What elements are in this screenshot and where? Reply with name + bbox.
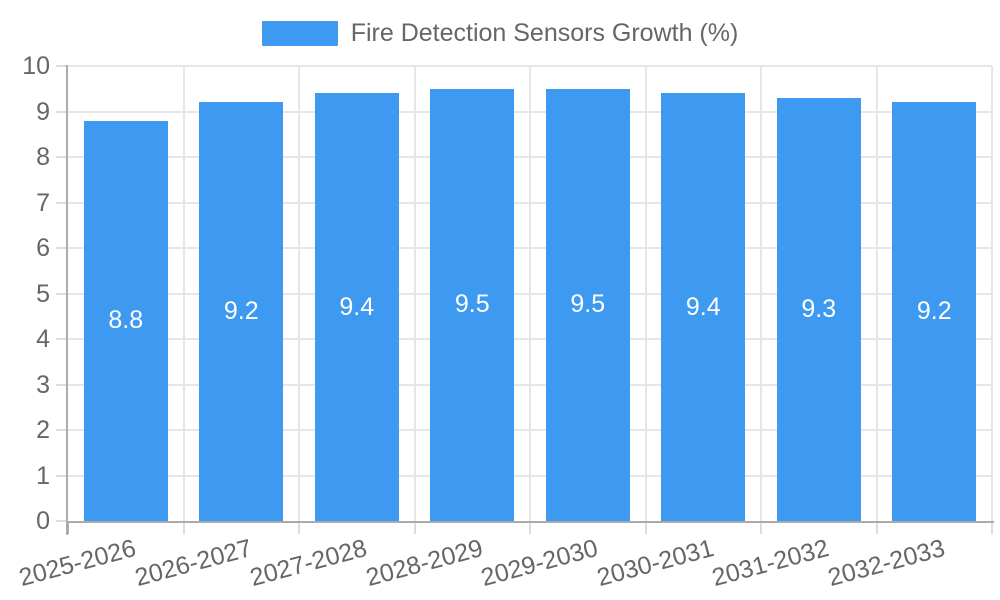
bar-value-label: 9.5 xyxy=(454,290,490,319)
x-axis-line xyxy=(66,521,994,523)
bar[interactable]: 9.4 xyxy=(661,93,746,521)
gridline-vertical xyxy=(529,66,531,521)
x-tick-mark xyxy=(67,521,69,534)
y-axis-tick-label: 7 xyxy=(36,188,50,217)
bar-value-label: 9.3 xyxy=(801,294,837,323)
y-tick-mark xyxy=(56,520,68,522)
x-tick-mark xyxy=(875,521,878,534)
y-tick-mark xyxy=(56,338,68,340)
y-axis-tick-label: 2 xyxy=(36,416,50,444)
bar[interactable]: 9.3 xyxy=(776,97,861,521)
gridline-vertical xyxy=(875,66,878,521)
y-axis-tick-label: 5 xyxy=(36,279,50,308)
x-tick-mark xyxy=(413,521,416,534)
x-tick-mark xyxy=(529,521,531,534)
bar-value-label: 9.5 xyxy=(570,290,606,319)
gridline-vertical xyxy=(760,66,762,521)
y-tick-mark xyxy=(56,110,68,113)
bar[interactable]: 9.5 xyxy=(545,88,630,521)
y-tick-mark xyxy=(56,383,68,386)
bar[interactable]: 9.2 xyxy=(199,102,284,521)
bar[interactable]: 8.8 xyxy=(83,120,168,521)
y-axis-tick-label: 3 xyxy=(36,370,50,399)
x-axis-tick-label: 2026-2027 xyxy=(131,534,255,592)
y-tick-mark xyxy=(56,247,68,249)
x-axis-tick-label: 2030-2031 xyxy=(593,534,717,592)
x-axis-tick-label: 2029-2030 xyxy=(478,534,601,592)
y-axis-tick-label: 0 xyxy=(36,507,50,535)
y-axis-tick-label: 10 xyxy=(22,52,50,80)
bar[interactable]: 9.5 xyxy=(430,88,515,521)
y-tick-mark xyxy=(56,156,68,158)
bar-value-label: 9.2 xyxy=(916,297,952,326)
y-tick-mark xyxy=(56,201,68,204)
y-axis-tick-label: 8 xyxy=(36,143,50,171)
bar-value-label: 8.8 xyxy=(108,306,144,335)
x-axis-tick-label: 2025-2026 xyxy=(16,534,139,592)
y-axis-tick-label: 4 xyxy=(36,325,50,353)
gridline-vertical xyxy=(644,66,647,521)
chart-legend[interactable]: Fire Detection Sensors Growth (%) xyxy=(0,19,1000,48)
x-tick-mark xyxy=(182,521,185,534)
y-axis-tick-label: 9 xyxy=(36,97,50,126)
y-tick-mark xyxy=(56,429,68,431)
y-tick-mark xyxy=(56,65,68,67)
gridline-vertical xyxy=(182,66,185,521)
x-axis-tick-label: 2032-2033 xyxy=(824,534,948,592)
bar-value-label: 9.2 xyxy=(223,297,259,326)
y-tick-mark xyxy=(56,474,68,477)
x-axis-tick-label: 2028-2029 xyxy=(362,534,486,592)
x-tick-mark xyxy=(298,521,300,534)
y-tick-mark xyxy=(56,292,68,295)
x-axis-tick-label: 2031-2032 xyxy=(709,534,832,592)
x-axis-tick-label: 2027-2028 xyxy=(247,534,370,592)
bar-value-label: 9.4 xyxy=(685,292,721,321)
legend-label: Fire Detection Sensors Growth (%) xyxy=(350,19,739,47)
gridline-vertical xyxy=(298,66,300,521)
bar[interactable]: 9.2 xyxy=(892,102,977,521)
gridline-vertical xyxy=(991,66,993,521)
y-axis-line xyxy=(66,65,68,535)
legend-swatch-icon xyxy=(261,21,338,46)
x-tick-mark xyxy=(760,521,762,534)
y-axis-tick-label: 6 xyxy=(36,234,50,262)
gridline-vertical xyxy=(413,66,416,521)
y-axis-tick-label: 1 xyxy=(36,461,50,490)
x-tick-mark xyxy=(644,521,647,534)
x-tick-mark xyxy=(991,521,993,534)
bar-value-label: 9.4 xyxy=(339,292,375,321)
bar[interactable]: 9.4 xyxy=(314,93,399,521)
